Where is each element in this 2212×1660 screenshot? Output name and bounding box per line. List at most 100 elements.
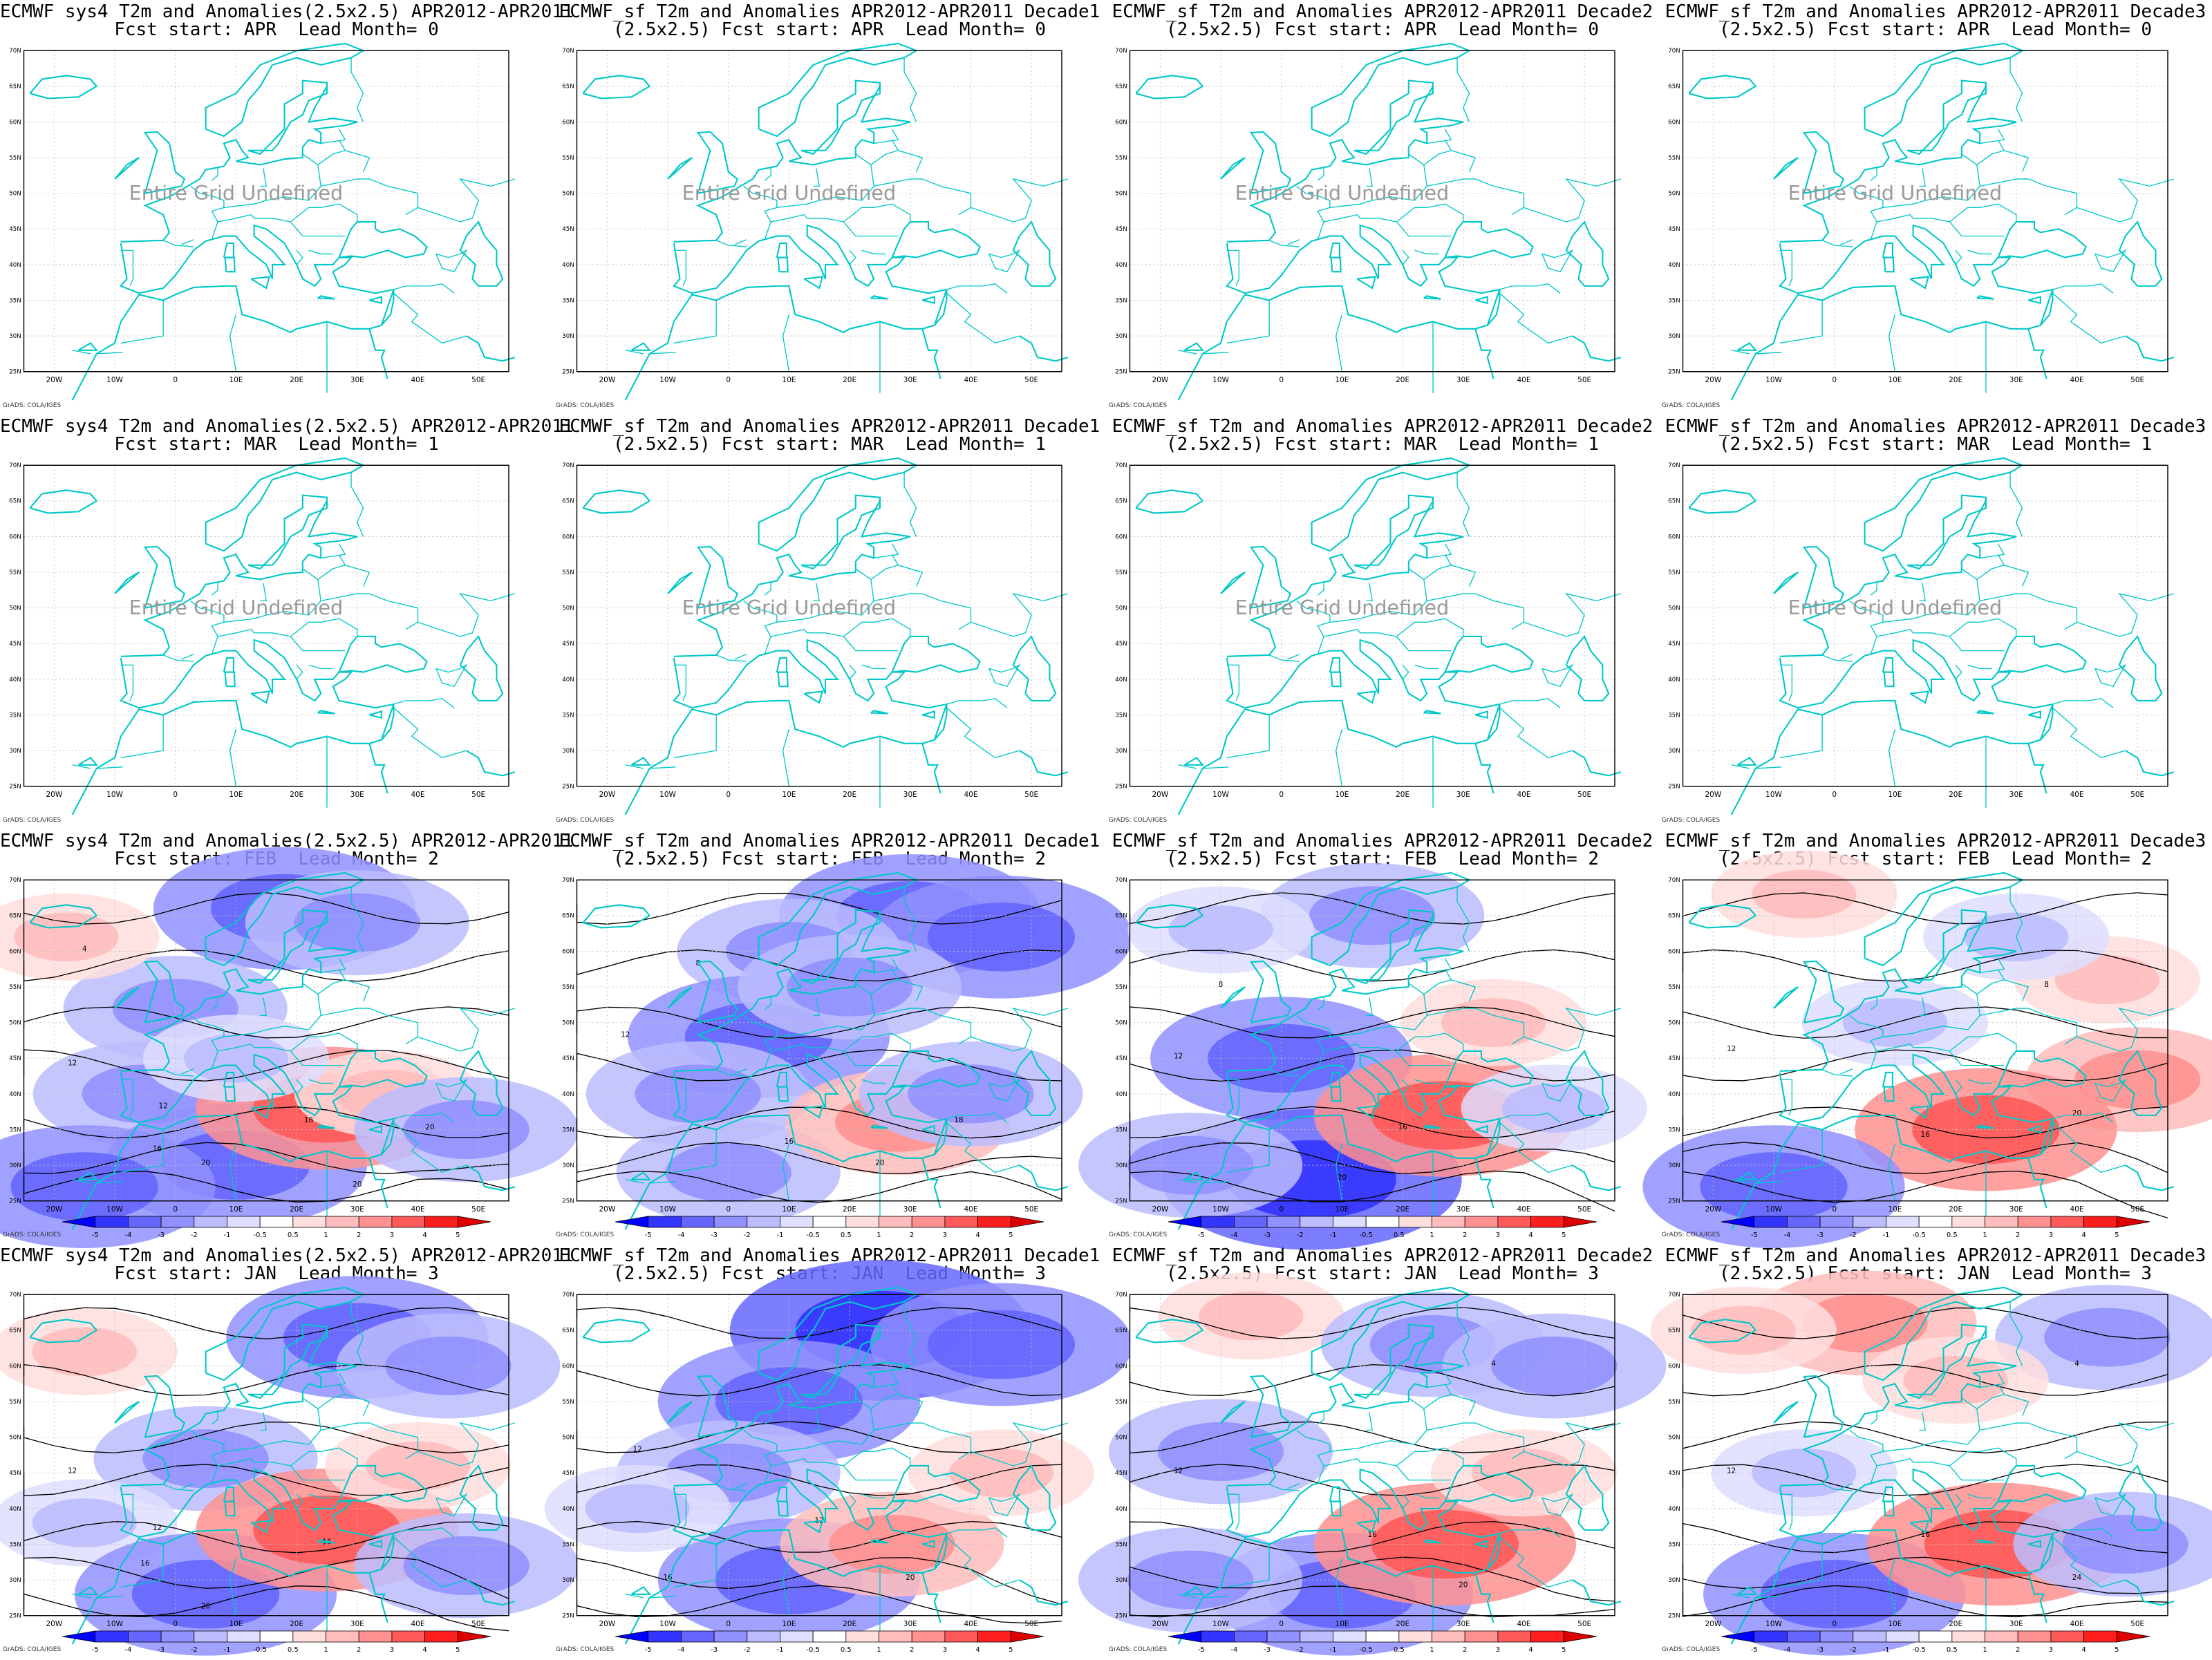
map-panel: ECMWF_sf T2m and Anomalies APR2012-APR20… [1078,1244,1667,1659]
lat-label: 25N [9,1613,21,1620]
lat-label: 30N [9,1162,21,1169]
country-border [393,283,455,294]
lat-label: 40N [1668,1091,1680,1098]
country-border [2052,1113,2114,1123]
anomaly-core [142,1429,269,1489]
country-border [988,249,1021,273]
coastline [250,276,271,290]
lon-label: 10E [1335,791,1349,799]
coastline [582,1319,651,1343]
colorbar-swatch [2017,1630,2052,1643]
contour-line [23,892,509,925]
lon-label: 0 [173,376,178,384]
country-border [338,968,371,1001]
country-border [1456,57,1470,122]
country-border [1414,1493,1439,1499]
contour-label: 4 [2074,1359,2079,1368]
lat-label: 50N [562,191,574,198]
contour-label: 12 [1727,1045,1736,1053]
country-border [120,664,134,701]
country-border [1779,300,1823,344]
coastline [466,335,516,362]
panel-title: ECMWF_sf T2m and Anomalies APR2012-APR20… [1659,1247,2212,1283]
colorbar-label: -4 [1230,1646,1237,1654]
country-border [897,621,911,636]
panel-title-line: ECMWF sys4 T2m and Anomalies(2.5x2.5) AP… [0,416,574,437]
country-border [1919,1412,1927,1431]
colorbar-label: 1 [877,1646,881,1654]
colorbar-label: -2 [191,1232,198,1239]
country-border [321,129,346,144]
colorbar-swatch [1497,1216,1532,1228]
country-border [1414,249,1439,255]
plot-frame [576,1294,1062,1616]
country-border [673,249,687,287]
lat-label: 40N [562,1506,574,1513]
country-border [1931,621,1980,637]
country-border [211,167,218,181]
colorbar-swatch [1886,1216,1920,1228]
country-border [1882,1440,1968,1452]
lon-label: 20E [843,376,856,384]
country-border [946,1113,1008,1123]
anomaly-core [927,1310,1075,1379]
country-border [2052,698,2114,708]
coastline [2027,743,2047,794]
colorbar-swatch [944,1216,979,1228]
country-border [1317,997,1324,1010]
colorbar-swatch [1010,1630,1044,1643]
country-border [1268,654,1300,662]
country-border [988,1078,1021,1102]
coastline [803,690,824,704]
lat-label: 50N [1668,1020,1680,1027]
coastline [1565,1049,1610,1116]
country-border [782,1143,790,1201]
country-border [1329,1026,1415,1037]
lat-label: 60N [562,119,574,126]
country-border [1178,764,1197,769]
lon-label: 20W [599,1620,615,1628]
panel-title: ECMWF_sf T2m and Anomalies APR2012-APR20… [553,1247,1106,1283]
country-border [1317,167,1324,181]
coastline [673,1440,724,1487]
coastline [800,1323,881,1399]
lon-label: 10E [229,791,243,799]
coastline [630,342,651,351]
colorbar-swatch [358,1216,393,1228]
lon-label: 30E [903,376,917,384]
lon-label: 30E [1456,791,1470,799]
lat-label: 40N [1668,677,1680,683]
country-border [1931,1036,1980,1052]
country-border [72,1594,91,1598]
map-plot: 12 16 20 8 70N 65N 60N 55N 50N 45N 40N 35N 30N 25N 20W… [1078,862,1647,1250]
country-border [770,1043,826,1052]
undefined-message: Entire Grid Undefined [1788,181,2003,205]
lon-label: 40E [1517,376,1530,384]
coastline [758,457,918,552]
map-svg: 121216201670N65N60N55N50N45N40N35N30N25N… [0,1276,579,1656]
lat-label: 70N [1115,877,1127,884]
colorbar-label: -5 [1751,1646,1758,1654]
panel-title-line: ECMWF_sf T2m and Anomalies APR2012-APR20… [559,416,1100,437]
country-border [181,1483,194,1489]
contour-label: 16 [1921,1531,1931,1539]
lat-label: 50N [1668,191,1680,198]
colorbar-swatch [2116,1630,2150,1643]
country-border [1997,968,2030,1001]
country-border [1821,1484,1853,1491]
coastline [29,904,98,929]
colorbar-swatch [391,1216,426,1228]
lat-label: 60N [9,948,21,955]
coastline [1356,1105,1377,1119]
lat-label: 25N [1668,1198,1680,1205]
contour-line [23,1006,509,1039]
lat-label: 65N [1668,498,1680,505]
lon-label: 30E [350,1620,364,1628]
coastline [696,545,739,609]
colorbar-swatch [615,1216,649,1228]
lat-label: 55N [1668,569,1680,576]
lon-label: 20W [599,791,615,799]
coastline [459,1049,504,1116]
country-border [338,1383,371,1416]
colorbar-label: -4 [677,1646,684,1654]
